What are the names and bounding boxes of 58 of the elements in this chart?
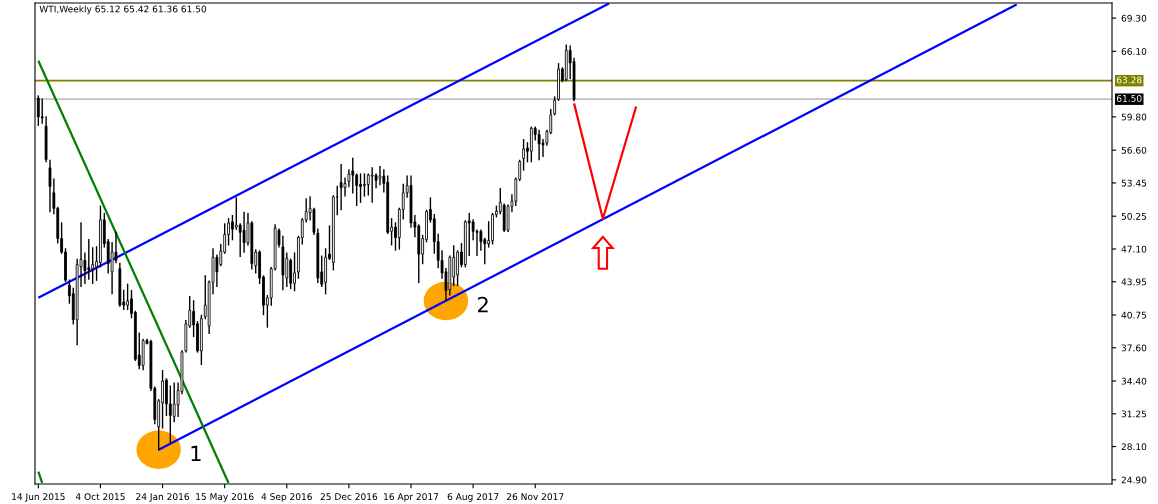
- y-tick-label: 53.45: [1121, 179, 1147, 187]
- candlestick: [359, 173, 362, 203]
- x-tick-label: 15 May 2016: [196, 493, 254, 502]
- y-tick-label: 56.60: [1121, 146, 1147, 154]
- y-tick-label: 66.10: [1121, 48, 1147, 55]
- y-tick-label: 43.95: [1121, 278, 1147, 286]
- candlestick: [339, 164, 343, 211]
- x-tick-label: 4 Oct 2015: [75, 493, 125, 501]
- y-tick-label: 47.10: [1121, 245, 1147, 253]
- y-tick-label: 28.10: [1121, 443, 1147, 451]
- candlestick: [324, 248, 327, 295]
- candlestick: [529, 126, 533, 163]
- candlestick: [537, 129, 541, 161]
- candlestick: [491, 212, 494, 245]
- candlestick: [165, 378, 168, 417]
- candlestick: [378, 166, 382, 186]
- x-tick-label: 24 Jan 2016: [136, 493, 190, 502]
- candlestick: [293, 252, 296, 292]
- y-tick-label: 24.90: [1121, 476, 1147, 484]
- candlestick: [370, 167, 374, 203]
- y-tick-label: 34.40: [1121, 377, 1147, 385]
- candlestick: [199, 314, 203, 366]
- candlestick: [161, 369, 164, 429]
- candlestick: [242, 211, 246, 253]
- x-tick-label: 25 Dec 2016: [320, 493, 378, 501]
- candlestick: [234, 197, 238, 230]
- candlestick: [172, 382, 176, 423]
- candlestick: [363, 173, 366, 197]
- chart-title: WTI,Weekly 65.12 65.42 61.36 61.50: [39, 5, 207, 15]
- candlestick: [231, 214, 234, 241]
- annotation: 1: [191, 445, 201, 461]
- y-tick-label: 50.25: [1121, 212, 1147, 220]
- annotation: 2: [478, 296, 488, 313]
- candlestick: [452, 245, 456, 287]
- ref-line-label: 63.28: [1116, 76, 1142, 84]
- y-tick-label: 31.25: [1121, 410, 1147, 418]
- candlestick: [48, 159, 52, 213]
- candlestick: [351, 157, 355, 194]
- candlestick: [331, 195, 335, 271]
- x-tick-label: 14 Jun 2015: [12, 493, 65, 502]
- candlestick: [126, 283, 130, 310]
- ref-line-label: 61.50: [1116, 94, 1142, 102]
- candlestick: [289, 258, 293, 290]
- x-tick-label: 6 Aug 2017: [447, 493, 499, 502]
- candlestick: [557, 63, 560, 101]
- candlestick: [91, 247, 95, 284]
- x-tick-label: 4 Sep 2016: [261, 493, 312, 502]
- candlestick: [522, 139, 525, 171]
- candlestick: [87, 238, 91, 280]
- candlestick: [99, 205, 102, 268]
- y-tick-label: 59.80: [1121, 113, 1147, 121]
- y-tick-label: 69.30: [1121, 14, 1147, 22]
- y-tick-label: 40.75: [1121, 311, 1147, 319]
- x-tick-label: 26 Nov 2017: [506, 493, 564, 501]
- y-tick-label: 37.60: [1121, 344, 1147, 352]
- candlestick: [355, 173, 359, 206]
- candlestick: [456, 250, 459, 287]
- x-tick-label: 16 Apr 2017: [384, 493, 439, 502]
